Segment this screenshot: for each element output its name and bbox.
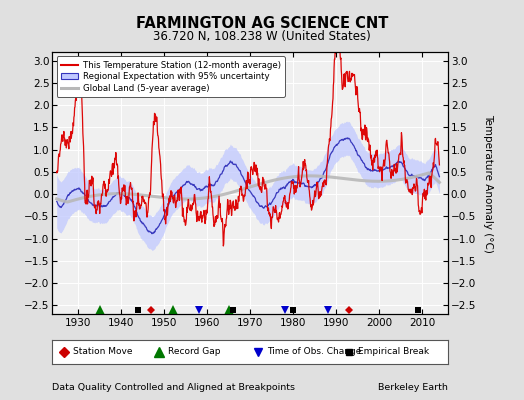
Legend: This Temperature Station (12-month average), Regional Expectation with 95% uncer: This Temperature Station (12-month avera… bbox=[57, 56, 285, 97]
Text: Data Quality Controlled and Aligned at Breakpoints: Data Quality Controlled and Aligned at B… bbox=[52, 383, 296, 392]
Text: Station Move: Station Move bbox=[73, 348, 133, 356]
Y-axis label: Temperature Anomaly (°C): Temperature Anomaly (°C) bbox=[483, 114, 493, 252]
Text: Time of Obs. Change: Time of Obs. Change bbox=[267, 348, 361, 356]
Text: Berkeley Earth: Berkeley Earth bbox=[378, 383, 448, 392]
Text: Empirical Break: Empirical Break bbox=[358, 348, 429, 356]
Text: 36.720 N, 108.238 W (United States): 36.720 N, 108.238 W (United States) bbox=[153, 30, 371, 43]
Text: Record Gap: Record Gap bbox=[168, 348, 221, 356]
Text: FARMINGTON AG SCIENCE CNT: FARMINGTON AG SCIENCE CNT bbox=[136, 16, 388, 31]
